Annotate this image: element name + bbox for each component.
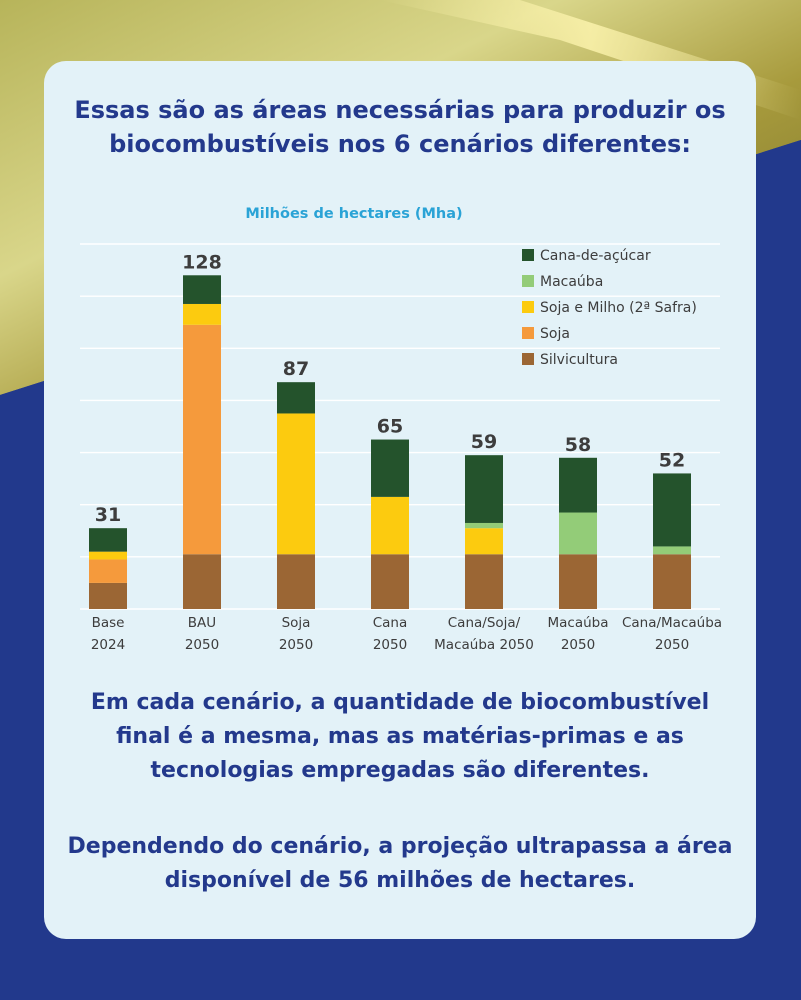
category-label: 2050 bbox=[279, 637, 313, 653]
bar-total-label: 128 bbox=[182, 251, 222, 273]
bar-segment-cana-de-a-car bbox=[653, 473, 691, 547]
category-label: 2050 bbox=[373, 637, 407, 653]
category-label: Cana bbox=[373, 615, 408, 631]
category-label: Base bbox=[92, 615, 125, 631]
explanation-line-2: final é a mesma, mas as matérias-primas … bbox=[116, 724, 684, 749]
bar-segment-soja-e-milho-2-safra- bbox=[89, 551, 127, 560]
category-label: Cana/Soja/ bbox=[448, 615, 521, 631]
legend-label: Silvicultura bbox=[540, 352, 618, 368]
stacked-bar-chart: 31 Base 2024 128 BAU 2050 87 Soja 2050 65 Cana 2050… bbox=[80, 243, 722, 653]
explanation-line-1: Em cada cenário, a quantidade de biocomb… bbox=[90, 690, 710, 715]
conclusion-line-1: Dependendo do cenário, a projeção ultrap… bbox=[67, 834, 733, 859]
legend-swatch bbox=[522, 301, 534, 313]
bar-segment-maca-ba bbox=[465, 522, 503, 529]
bar-segment-soja-e-milho-2-safra- bbox=[183, 303, 221, 325]
bar-total-label: 52 bbox=[659, 449, 685, 471]
legend-label: Cana-de-açúcar bbox=[540, 248, 651, 264]
bar-segment-silvicultura bbox=[277, 554, 315, 609]
category-label: BAU bbox=[188, 615, 216, 631]
bar-segment-cana-de-a-car bbox=[277, 382, 315, 414]
bar-segment-silvicultura bbox=[559, 554, 597, 609]
category-label: Soja bbox=[282, 615, 311, 631]
bar-segment-soja-e-milho-2-safra- bbox=[371, 496, 409, 555]
category-label: 2050 bbox=[655, 637, 689, 653]
bar-segment-soja bbox=[183, 324, 221, 555]
explanation-line-3: tecnologias empregadas são diferentes. bbox=[150, 758, 650, 783]
legend-swatch bbox=[522, 353, 534, 365]
headline-line-2: biocombustíveis nos 6 cenários diferente… bbox=[109, 130, 691, 158]
bar-total-label: 58 bbox=[565, 434, 591, 456]
bar-segment-silvicultura bbox=[465, 554, 503, 609]
headline-line-1: Essas são as áreas necessárias para prod… bbox=[74, 96, 726, 124]
explanation-paragraph: Em cada cenário, a quantidade de biocomb… bbox=[44, 686, 756, 788]
category-label: 2050 bbox=[561, 637, 595, 653]
category-label: 2024 bbox=[91, 637, 125, 653]
legend-swatch bbox=[522, 327, 534, 339]
category-label: Macaúba bbox=[547, 615, 608, 631]
bar-segment-soja bbox=[89, 559, 127, 583]
bar-segment-maca-ba bbox=[559, 512, 597, 555]
bar-segment-cana-de-a-car bbox=[89, 528, 127, 552]
category-label: 2050 bbox=[185, 637, 219, 653]
bar-segment-silvicultura bbox=[371, 554, 409, 609]
headline: Essas são as áreas necessárias para prod… bbox=[44, 93, 756, 161]
bar-segment-silvicultura bbox=[183, 554, 221, 609]
bar-segment-cana-de-a-car bbox=[371, 439, 409, 497]
category-label: Cana/Macaúba bbox=[622, 615, 722, 631]
legend-label: Soja bbox=[540, 326, 570, 342]
bar-segment-silvicultura bbox=[89, 582, 127, 609]
bar-segment-cana-de-a-car bbox=[465, 455, 503, 523]
chart-unit-title: Milhões de hectares (Mha) bbox=[245, 206, 463, 222]
category-label: Macaúba 2050 bbox=[434, 637, 534, 653]
content-card: Essas são as áreas necessárias para prod… bbox=[44, 61, 756, 939]
bar-segment-maca-ba bbox=[653, 546, 691, 555]
bar-segment-cana-de-a-car bbox=[183, 275, 221, 304]
legend-label: Macaúba bbox=[540, 274, 603, 290]
conclusion-paragraph: Dependendo do cenário, a projeção ultrap… bbox=[44, 830, 756, 898]
bar-segment-cana-de-a-car bbox=[559, 457, 597, 513]
legend-swatch bbox=[522, 275, 534, 287]
bar-total-label: 87 bbox=[283, 358, 309, 380]
bar-segment-soja-e-milho-2-safra- bbox=[277, 413, 315, 555]
legend-label: Soja e Milho (2ª Safra) bbox=[540, 300, 697, 316]
bar-segment-silvicultura bbox=[653, 554, 691, 609]
bar-total-label: 65 bbox=[377, 416, 403, 438]
bar-segment-soja-e-milho-2-safra- bbox=[465, 528, 503, 555]
bar-total-label: 59 bbox=[471, 431, 497, 453]
legend-swatch bbox=[522, 249, 534, 261]
bar-total-label: 31 bbox=[95, 504, 121, 526]
conclusion-line-2: disponível de 56 milhões de hectares. bbox=[164, 868, 636, 893]
